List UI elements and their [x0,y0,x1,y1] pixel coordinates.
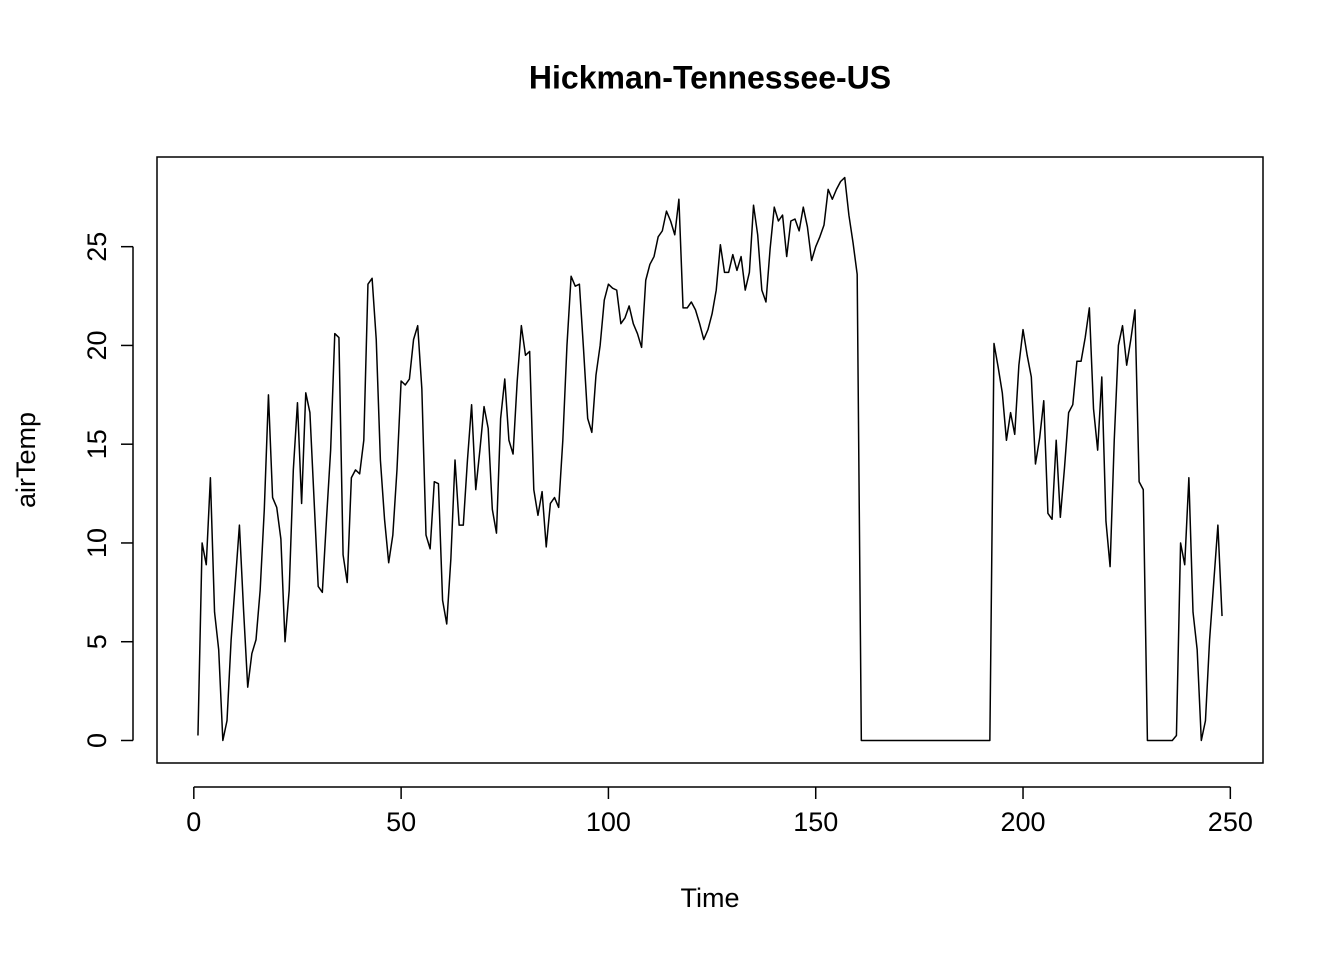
x-tick-label: 150 [793,807,838,837]
x-tick-label: 50 [386,807,416,837]
x-tick-label: 250 [1208,807,1253,837]
y-tick-label: 25 [82,232,112,262]
x-tick-label: 200 [1000,807,1045,837]
y-tick-label: 20 [82,330,112,360]
x-tick-label: 0 [186,807,201,837]
y-tick-label: 0 [82,733,112,748]
x-tick-label: 100 [586,807,631,837]
y-tick-label: 15 [82,429,112,459]
y-tick-label: 5 [82,634,112,649]
y-axis-label: airTemp [11,412,41,508]
x-axis-label: Time [681,883,740,913]
data-line [197,176,1223,742]
chart-title: Hickman-Tennessee-US [529,59,891,95]
plot-frame [156,156,1264,764]
y-tick-label: 10 [82,528,112,558]
